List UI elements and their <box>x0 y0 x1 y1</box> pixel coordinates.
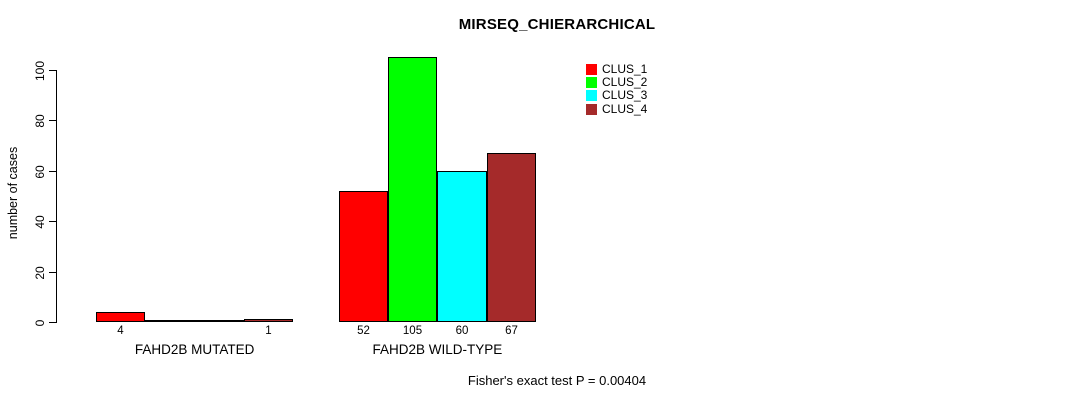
bar-clus-4 <box>487 153 536 322</box>
bar-clus-2 <box>145 320 195 322</box>
y-tick <box>49 120 56 121</box>
y-tick <box>49 221 56 222</box>
y-axis-label: number of cases <box>6 146 20 240</box>
legend-item: CLUS_4 <box>586 101 648 116</box>
legend-label: CLUS_3 <box>602 88 648 103</box>
bar-clus-3 <box>437 171 487 322</box>
legend-label: CLUS_4 <box>602 101 648 116</box>
legend-item: CLUS_3 <box>586 89 647 102</box>
y-axis <box>56 70 57 323</box>
legend-label: CLUS_2 <box>602 75 648 90</box>
legend-item: CLUS_1 <box>586 63 647 76</box>
legend-label: CLUS_1 <box>602 62 648 77</box>
legend-swatch <box>586 77 597 89</box>
legend-swatch <box>586 103 597 115</box>
bar-clus-2 <box>388 57 437 322</box>
y-tick-label: 80 <box>33 113 47 128</box>
bar-value-label: 60 <box>455 325 469 337</box>
bar-clus-3 <box>195 320 244 322</box>
y-tick <box>49 322 56 323</box>
bar-clus-1 <box>96 312 145 322</box>
legend-item: CLUS_2 <box>586 76 647 89</box>
y-tick <box>49 272 56 273</box>
y-tick-label: 40 <box>33 214 47 229</box>
bar-value-label: 1 <box>265 325 272 337</box>
legend: CLUS_1 CLUS_2 CLUS_3 CLUS_4 <box>586 63 647 116</box>
bar-value-label: 52 <box>357 325 370 337</box>
y-tick-label: 0 <box>33 319 47 326</box>
y-tick-label: 60 <box>33 164 47 179</box>
y-tick <box>49 171 56 172</box>
x-group-label: FAHD2B MUTATED <box>134 342 255 357</box>
bar-value-label: 67 <box>505 325 518 337</box>
p-value-annotation: Fisher's exact test P = 0.00404 <box>467 373 647 388</box>
bar-clus-1 <box>339 191 388 322</box>
bar-value-label: 105 <box>402 325 423 337</box>
y-tick-label: 20 <box>33 265 47 280</box>
legend-swatch <box>586 64 597 76</box>
y-tick-label: 100 <box>33 60 47 81</box>
x-group-label: FAHD2B WILD-TYPE <box>372 342 503 357</box>
legend-swatch <box>586 90 597 102</box>
chart-title: MIRSEQ_CHIERARCHICAL <box>458 16 656 33</box>
y-tick <box>49 70 56 71</box>
bar-clus-4 <box>244 319 293 322</box>
bar-value-label: 4 <box>117 325 124 337</box>
